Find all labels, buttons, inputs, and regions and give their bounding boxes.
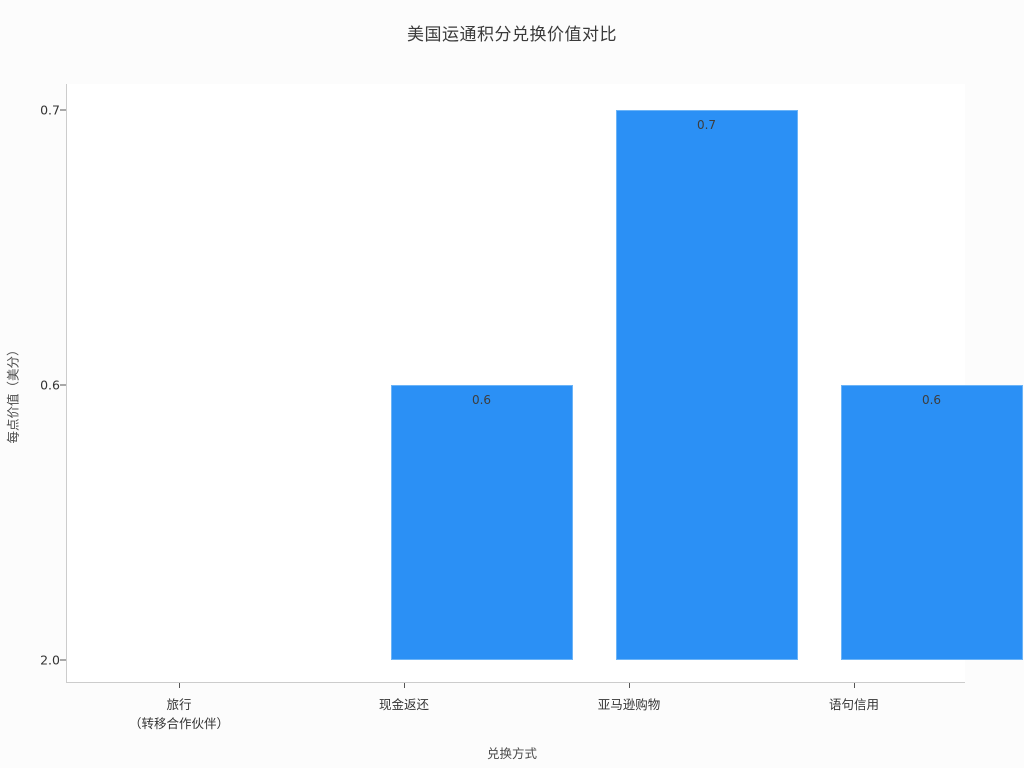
y-tick-label-0: 0.7 xyxy=(40,102,60,118)
x-tick-label-travel-line2: （转移合作伙伴） xyxy=(128,716,230,731)
x-tick-label-statement-credit: 语句信用 xyxy=(829,695,879,714)
bar-cash-back[interactable]: 0.6 xyxy=(390,385,573,660)
y-tick-mark-2 xyxy=(60,659,66,661)
y-tick-mark-1 xyxy=(60,384,66,386)
x-tick-mark-1 xyxy=(404,683,405,688)
x-tick-label-amazon-shopping: 亚马逊购物 xyxy=(598,695,661,714)
bar-value-label-statement-credit: 0.6 xyxy=(921,393,942,407)
y-axis-label: 每点价值（美分） xyxy=(5,343,21,444)
y-tick-label-1: 0.6 xyxy=(40,377,60,393)
y-tick-mark-0 xyxy=(60,109,66,111)
x-tick-mark-0 xyxy=(179,683,180,688)
x-tick-label-travel: 旅行 （转移合作伙伴） xyxy=(129,695,229,733)
x-tick-label-cash-back: 现金返还 xyxy=(379,695,429,714)
plot-area: 0.6 0.7 0.6 xyxy=(66,84,1023,683)
bars-layer: 0.6 0.7 0.6 xyxy=(67,84,1023,682)
x-tick-label-travel-line1: 旅行 xyxy=(166,697,192,712)
bar-statement-credit[interactable]: 0.6 xyxy=(840,385,1023,660)
x-tick-mark-3 xyxy=(854,683,855,688)
bar-group-cash-back: 0.6 xyxy=(314,84,649,682)
chart-title: 美国运通积分兑换价值对比 xyxy=(407,25,617,45)
x-tick-mark-2 xyxy=(629,683,630,688)
x-axis-label: 兑换方式 xyxy=(486,746,537,761)
x-tick-label-amazon-shopping-line1: 亚马逊购物 xyxy=(597,697,661,712)
bar-group-statement-credit: 0.6 xyxy=(764,84,1024,682)
y-tick-label-2: 2.0 xyxy=(40,652,60,668)
x-tick-label-statement-credit-line1: 语句信用 xyxy=(828,697,880,712)
x-tick-label-cash-back-line1: 现金返还 xyxy=(378,697,430,712)
